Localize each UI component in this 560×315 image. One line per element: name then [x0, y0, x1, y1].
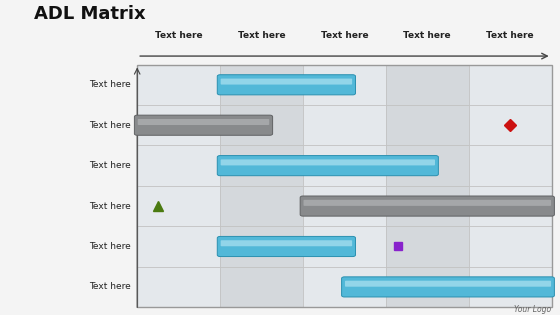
- FancyBboxPatch shape: [469, 267, 552, 307]
- FancyBboxPatch shape: [303, 146, 386, 186]
- FancyBboxPatch shape: [137, 105, 220, 146]
- FancyBboxPatch shape: [345, 281, 551, 287]
- FancyBboxPatch shape: [386, 65, 469, 105]
- FancyBboxPatch shape: [221, 78, 352, 84]
- FancyBboxPatch shape: [137, 65, 220, 105]
- FancyBboxPatch shape: [469, 146, 552, 186]
- Text: Text here: Text here: [88, 121, 130, 130]
- FancyBboxPatch shape: [137, 226, 220, 267]
- FancyBboxPatch shape: [342, 277, 554, 297]
- FancyBboxPatch shape: [137, 146, 220, 186]
- FancyBboxPatch shape: [386, 146, 469, 186]
- Text: Text here: Text here: [88, 161, 130, 170]
- FancyBboxPatch shape: [469, 65, 552, 105]
- FancyBboxPatch shape: [386, 186, 469, 226]
- FancyBboxPatch shape: [217, 75, 356, 95]
- Text: Your Logo: Your Logo: [515, 305, 552, 314]
- FancyBboxPatch shape: [134, 115, 273, 135]
- FancyBboxPatch shape: [303, 65, 386, 105]
- Text: Text here: Text here: [237, 32, 286, 41]
- Text: Text here: Text here: [88, 80, 130, 89]
- FancyBboxPatch shape: [220, 65, 303, 105]
- Text: ADL Matrix: ADL Matrix: [34, 5, 145, 23]
- FancyBboxPatch shape: [138, 119, 269, 125]
- FancyBboxPatch shape: [386, 267, 469, 307]
- FancyBboxPatch shape: [469, 105, 552, 146]
- FancyBboxPatch shape: [221, 240, 352, 246]
- FancyBboxPatch shape: [386, 105, 469, 146]
- FancyBboxPatch shape: [217, 237, 356, 256]
- FancyBboxPatch shape: [220, 186, 303, 226]
- Text: Text here: Text here: [88, 202, 130, 210]
- FancyBboxPatch shape: [303, 105, 386, 146]
- Text: Text here: Text here: [486, 32, 534, 41]
- Text: Text here: Text here: [88, 242, 130, 251]
- FancyBboxPatch shape: [220, 146, 303, 186]
- FancyBboxPatch shape: [220, 226, 303, 267]
- Text: Text here: Text here: [403, 32, 451, 41]
- FancyBboxPatch shape: [137, 186, 220, 226]
- FancyBboxPatch shape: [303, 226, 386, 267]
- FancyBboxPatch shape: [300, 196, 554, 216]
- Text: Text here: Text here: [320, 32, 368, 41]
- FancyBboxPatch shape: [220, 105, 303, 146]
- FancyBboxPatch shape: [217, 156, 438, 176]
- FancyBboxPatch shape: [386, 226, 469, 267]
- Text: Text here: Text here: [88, 283, 130, 291]
- FancyBboxPatch shape: [137, 267, 220, 307]
- FancyBboxPatch shape: [220, 267, 303, 307]
- FancyBboxPatch shape: [303, 186, 386, 226]
- FancyBboxPatch shape: [303, 267, 386, 307]
- FancyBboxPatch shape: [469, 226, 552, 267]
- FancyBboxPatch shape: [304, 200, 551, 206]
- Text: Text here: Text here: [155, 32, 203, 41]
- FancyBboxPatch shape: [221, 159, 435, 165]
- FancyBboxPatch shape: [469, 186, 552, 226]
